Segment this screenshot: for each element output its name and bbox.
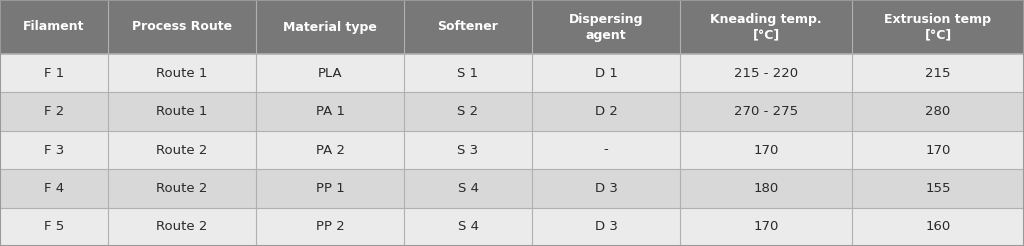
Bar (256, 54, 404, 92)
Text: 170: 170 (926, 143, 950, 156)
Text: Route 1: Route 1 (157, 105, 208, 118)
Bar (852, 169, 1024, 208)
Text: S 4: S 4 (458, 220, 478, 233)
Text: PA 1: PA 1 (315, 105, 344, 118)
Bar (256, 92, 404, 131)
Text: F 1: F 1 (44, 67, 65, 80)
Bar (532, 131, 680, 169)
Text: Route 2: Route 2 (157, 143, 208, 156)
Text: -: - (603, 143, 608, 156)
Text: 155: 155 (926, 182, 950, 195)
Bar (404, 169, 532, 208)
Text: 270 - 275: 270 - 275 (734, 105, 798, 118)
Text: D 3: D 3 (595, 182, 617, 195)
Text: D 3: D 3 (595, 220, 617, 233)
Bar (680, 131, 852, 169)
Text: 215: 215 (926, 67, 950, 80)
Bar (680, 169, 852, 208)
Bar (0, 0, 108, 54)
Text: 180: 180 (754, 182, 778, 195)
Text: Route 2: Route 2 (157, 182, 208, 195)
Text: S 3: S 3 (458, 143, 478, 156)
Text: Material type: Material type (283, 20, 377, 33)
Text: PP 2: PP 2 (315, 220, 344, 233)
Text: F 5: F 5 (44, 220, 65, 233)
Text: Filament: Filament (24, 20, 85, 33)
Bar (256, 0, 404, 54)
Text: S 4: S 4 (458, 182, 478, 195)
Text: PA 2: PA 2 (315, 143, 344, 156)
Text: 215 - 220: 215 - 220 (734, 67, 798, 80)
Bar (256, 208, 404, 246)
Bar (404, 131, 532, 169)
Bar (108, 208, 256, 246)
Text: 170: 170 (754, 220, 778, 233)
Text: S 2: S 2 (458, 105, 478, 118)
Text: F 3: F 3 (44, 143, 65, 156)
Bar (680, 54, 852, 92)
Bar (532, 169, 680, 208)
Bar (680, 0, 852, 54)
Bar (404, 54, 532, 92)
Bar (680, 208, 852, 246)
Bar (852, 131, 1024, 169)
Bar (0, 208, 108, 246)
Bar (256, 169, 404, 208)
Bar (852, 54, 1024, 92)
Text: Process Route: Process Route (132, 20, 232, 33)
Bar (680, 92, 852, 131)
Bar (108, 54, 256, 92)
Bar (0, 92, 108, 131)
Bar (532, 0, 680, 54)
Bar (404, 92, 532, 131)
Bar (0, 169, 108, 208)
Text: Softener: Softener (437, 20, 499, 33)
Text: Extrusion temp
[°C]: Extrusion temp [°C] (885, 13, 991, 42)
Bar (256, 131, 404, 169)
Bar (108, 0, 256, 54)
Bar (852, 0, 1024, 54)
Bar (108, 131, 256, 169)
Text: PLA: PLA (317, 67, 342, 80)
Text: D 2: D 2 (595, 105, 617, 118)
Text: D 1: D 1 (595, 67, 617, 80)
Text: 160: 160 (926, 220, 950, 233)
Bar (532, 92, 680, 131)
Text: Route 1: Route 1 (157, 67, 208, 80)
Bar (108, 92, 256, 131)
Text: F 2: F 2 (44, 105, 65, 118)
Text: Route 2: Route 2 (157, 220, 208, 233)
Text: 170: 170 (754, 143, 778, 156)
Bar (404, 208, 532, 246)
Bar (852, 208, 1024, 246)
Bar (532, 54, 680, 92)
Bar (108, 169, 256, 208)
Text: PP 1: PP 1 (315, 182, 344, 195)
Text: 280: 280 (926, 105, 950, 118)
Bar (404, 0, 532, 54)
Bar (0, 131, 108, 169)
Text: Dispersing
agent: Dispersing agent (568, 13, 643, 42)
Bar (0, 54, 108, 92)
Text: Kneading temp.
[°C]: Kneading temp. [°C] (711, 13, 822, 42)
Bar (852, 92, 1024, 131)
Text: S 1: S 1 (458, 67, 478, 80)
Bar (532, 208, 680, 246)
Text: F 4: F 4 (44, 182, 65, 195)
